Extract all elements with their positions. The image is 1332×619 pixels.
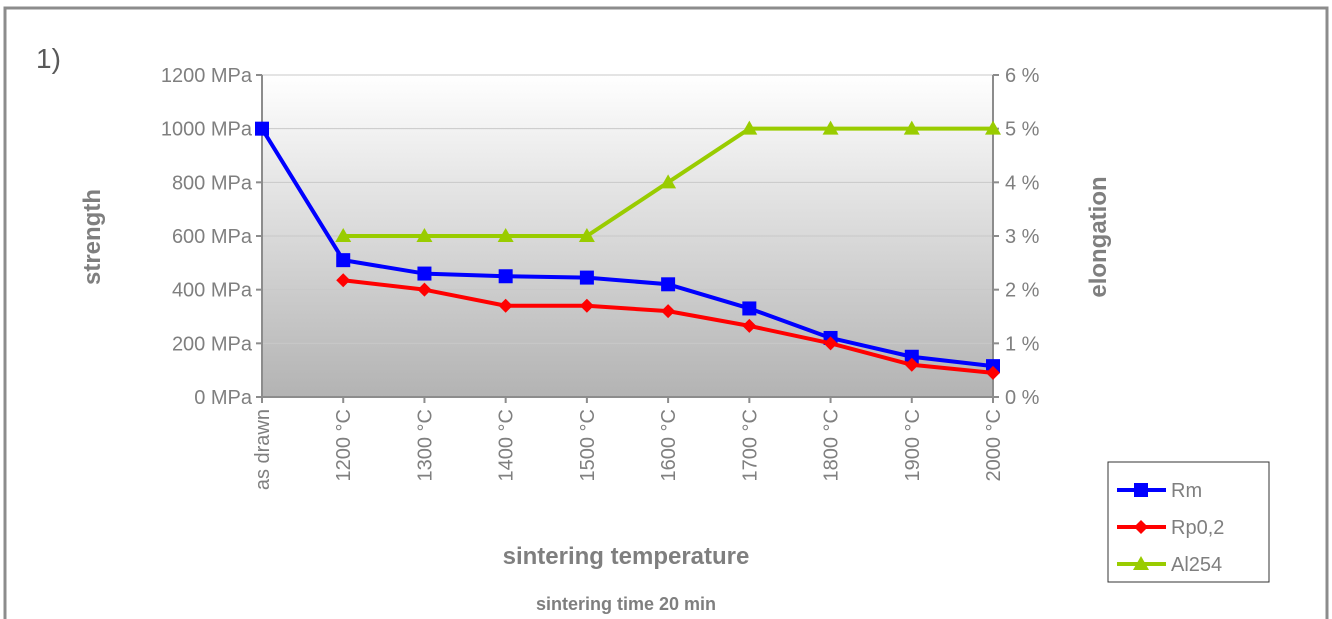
- right-tick-label: 5 %: [1005, 119, 1040, 141]
- right-tick-label: 4 %: [1005, 172, 1040, 194]
- data-point: [335, 228, 352, 242]
- x-tick-label: as drawn: [252, 409, 274, 490]
- data-point: [661, 277, 676, 292]
- series-Rp0,2: [336, 273, 1000, 380]
- chart-border: [3, 6, 1329, 619]
- legend-swatch-marker: [1133, 556, 1149, 570]
- data-point: [498, 298, 513, 313]
- data-point: [497, 228, 514, 242]
- y-axis-left-title: strength: [79, 189, 106, 285]
- data-point: [336, 273, 351, 288]
- data-point: [903, 120, 920, 135]
- right-tick-label: 2 %: [1005, 280, 1040, 302]
- left-tick-label: 800 MPa: [172, 172, 253, 194]
- data-point: [660, 174, 677, 189]
- data-point: [579, 270, 594, 285]
- panel-label: 1): [36, 43, 61, 74]
- data-point: [741, 120, 758, 135]
- right-axis-ticks: 0 % 1 % 2 % 3 % 4 % 5 % 6 %: [993, 65, 1040, 409]
- data-point: [661, 304, 676, 319]
- data-point: [823, 336, 838, 351]
- x-tick-label: 1800 °C: [821, 409, 843, 482]
- data-point: [579, 298, 594, 313]
- right-tick-label: 0 %: [1005, 387, 1040, 409]
- x-tick-label: 1200 °C: [333, 409, 355, 482]
- series-line: [260, 127, 994, 369]
- left-axis-ticks: 0 MPa 200 MPa 400 MPa 600 MPa 800 MPa 1000 MP…: [161, 65, 262, 409]
- legend-swatch-marker: [1134, 520, 1148, 534]
- legend-label: Rp0,2: [1171, 517, 1224, 539]
- x-tick-label: 1500 °C: [577, 409, 599, 482]
- data-point: [578, 228, 595, 242]
- data-point: [986, 365, 1000, 380]
- left-tick-label: 600 MPa: [172, 226, 253, 248]
- data-point: [742, 318, 757, 333]
- right-tick-label: 1 %: [1005, 333, 1040, 355]
- data-point: [336, 253, 351, 268]
- left-tick-label: 400 MPa: [172, 280, 253, 302]
- series-group: [255, 120, 1001, 380]
- data-point: [985, 120, 1001, 135]
- x-tick-label: 1400 °C: [496, 409, 518, 482]
- data-point: [255, 121, 269, 136]
- right-tick-label: 6 %: [1005, 65, 1040, 87]
- right-tick-label: 3 %: [1005, 226, 1040, 248]
- data-point: [822, 120, 839, 135]
- series-Al254: [335, 120, 1001, 242]
- data-point: [416, 228, 433, 242]
- legend: Rm Rp0,2 Al254: [1107, 461, 1270, 583]
- x-axis-ticks: as drawn 1200 °C 1300 °C 1400 °C 1500 °C 1600…: [252, 397, 1005, 490]
- y-axis-right-title: elongation: [1085, 176, 1112, 297]
- x-axis-title: sintering temperature: [503, 543, 750, 570]
- x-tick-label: 2000 °C: [983, 409, 1005, 482]
- legend-swatch-marker: [1134, 483, 1148, 497]
- x-tick-label: 1600 °C: [658, 409, 680, 482]
- data-point: [904, 357, 919, 372]
- data-point: [498, 269, 513, 284]
- x-tick-label: 1900 °C: [902, 409, 924, 482]
- data-point: [742, 301, 757, 316]
- x-tick-label: 1300 °C: [414, 409, 436, 482]
- chart-note: sintering time 20 min: [536, 594, 716, 614]
- series-Rm: [255, 121, 1000, 374]
- data-point: [417, 282, 432, 297]
- legend-label: Al254: [1171, 554, 1222, 576]
- left-tick-label: 1000 MPa: [161, 119, 253, 141]
- data-point: [904, 349, 919, 364]
- left-tick-label: 1200 MPa: [161, 65, 253, 87]
- x-tick-label: 1700 °C: [739, 409, 761, 482]
- data-point: [417, 266, 432, 281]
- left-tick-label: 0 MPa: [194, 387, 253, 409]
- legend-label: Rm: [1171, 480, 1202, 502]
- left-tick-label: 200 MPa: [172, 333, 253, 355]
